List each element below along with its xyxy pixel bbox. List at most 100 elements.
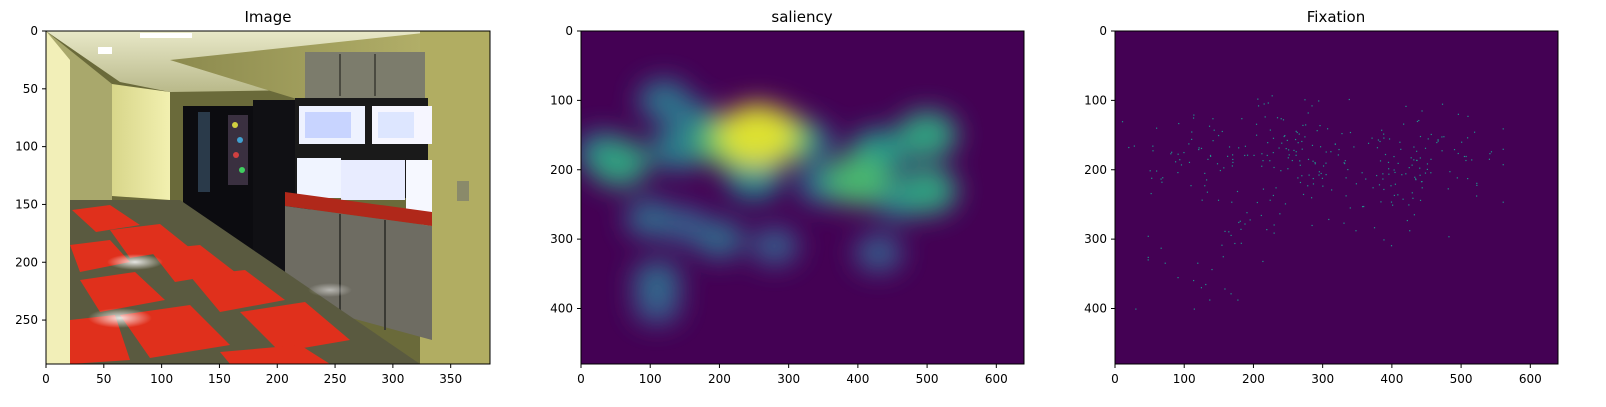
x-tick-label: 50 (96, 372, 111, 386)
fixation-point (1467, 177, 1469, 180)
y-tick-label: 100 (550, 93, 573, 107)
fixation-point (1392, 204, 1394, 206)
fixation-point (1288, 154, 1290, 156)
fixation-point (1147, 235, 1149, 237)
fixation-background (1115, 31, 1558, 364)
fixation-point (1411, 164, 1413, 166)
y-tick-label: 400 (550, 302, 573, 316)
fixation-point (1287, 149, 1290, 151)
fixation-point (1311, 197, 1313, 199)
fixation-point (1174, 161, 1177, 163)
x-tick-label: 300 (381, 372, 404, 386)
y-tick-label: 200 (15, 255, 38, 269)
fixation-point (1231, 154, 1234, 156)
panel-image-frame (45, 30, 491, 365)
fixation-point (1319, 146, 1322, 148)
fixation-point (1318, 100, 1320, 102)
fixation-point (1424, 172, 1427, 174)
fixation-point (1278, 147, 1280, 149)
fixation-point (1296, 131, 1298, 134)
fixation-point (1406, 219, 1408, 222)
fixation-point (1267, 102, 1269, 104)
fixation-point (1205, 283, 1207, 286)
fixation-point (1188, 143, 1190, 145)
x-tick-label: 200 (708, 372, 731, 386)
fixation-point (1390, 201, 1393, 203)
fixation-point (1311, 224, 1313, 227)
fixation-point (1383, 188, 1385, 191)
fixation-point (1221, 130, 1223, 133)
fixation-point (1334, 143, 1336, 145)
fixation-point (1256, 201, 1258, 204)
x-tick-label: 100 (639, 372, 662, 386)
fixation-point (1160, 247, 1162, 249)
fixation-point (1414, 176, 1416, 178)
fixation-point (1349, 131, 1352, 134)
y-tick-label: 100 (15, 140, 38, 154)
fixation-point (1437, 139, 1439, 141)
fixation-point (1393, 155, 1395, 158)
fixation-point (1297, 142, 1299, 144)
fixation-point (1415, 179, 1417, 181)
fixation-point (1379, 160, 1382, 162)
fixation-point (1212, 140, 1214, 142)
fixation-point (1397, 162, 1399, 164)
fixation-point (1193, 279, 1195, 282)
fixation-point (1471, 159, 1473, 161)
fixation-point (1162, 177, 1164, 179)
fixation-point (1448, 236, 1450, 238)
fixation-point (1383, 239, 1385, 241)
fixation-point (1430, 133, 1432, 136)
fixation-point (1280, 118, 1282, 120)
fixation-point (1436, 141, 1438, 144)
fixation-point (1282, 119, 1285, 121)
y-tick-label: 250 (15, 313, 38, 327)
fixation-point (1344, 162, 1346, 165)
fixation-point (1298, 133, 1300, 135)
saliency-blob (896, 110, 958, 160)
fixation-point (1302, 193, 1305, 196)
fixation-point (1308, 174, 1310, 176)
fixation-point (1441, 150, 1443, 152)
fixation-point (1388, 138, 1391, 140)
fixation-point (1273, 224, 1275, 226)
fixation-point (1388, 173, 1390, 175)
fixation-point (1223, 167, 1225, 169)
x-tick-label: 0 (577, 372, 585, 386)
panel-saliency: saliency 0 100 200 300 400 500 600 0 100 200 300 40… (550, 8, 1025, 386)
fixation-point (1424, 147, 1427, 149)
fixation-point (1502, 148, 1504, 150)
fixation-point (1177, 153, 1179, 155)
y-tick-label: 0 (1099, 24, 1107, 38)
fixation-point (1302, 124, 1304, 127)
fixation-point (1246, 212, 1248, 214)
fixation-point (1443, 136, 1445, 138)
fixation-point (1222, 256, 1224, 258)
fixation-point (1349, 207, 1351, 209)
fixation-point (1325, 174, 1327, 176)
fixation-point (1283, 135, 1285, 138)
x-tick-label: 0 (42, 372, 50, 386)
fixation-point (1378, 184, 1381, 186)
fixation-point (1408, 204, 1410, 206)
fixation-point (1155, 127, 1158, 129)
fixation-point (1325, 151, 1327, 153)
saliency-blob (896, 166, 958, 215)
fixation-point (1217, 134, 1220, 137)
fixation-point (1361, 172, 1363, 174)
fixation-point (1161, 181, 1163, 183)
saliency-blob (751, 227, 799, 266)
fixation-point (1236, 190, 1239, 193)
fixation-point (1413, 214, 1415, 216)
fixation-point (1411, 192, 1413, 194)
fixation-point (1295, 151, 1297, 153)
fixation-point (1152, 145, 1154, 147)
x-tick-label: 500 (916, 372, 939, 386)
fixation-point (1266, 154, 1268, 157)
fixation-point (1177, 171, 1179, 174)
panel-image-title: Image (245, 8, 292, 26)
x-tick-label: 200 (266, 372, 289, 386)
fixation-point (1209, 154, 1212, 157)
fixation-point (1170, 153, 1172, 155)
